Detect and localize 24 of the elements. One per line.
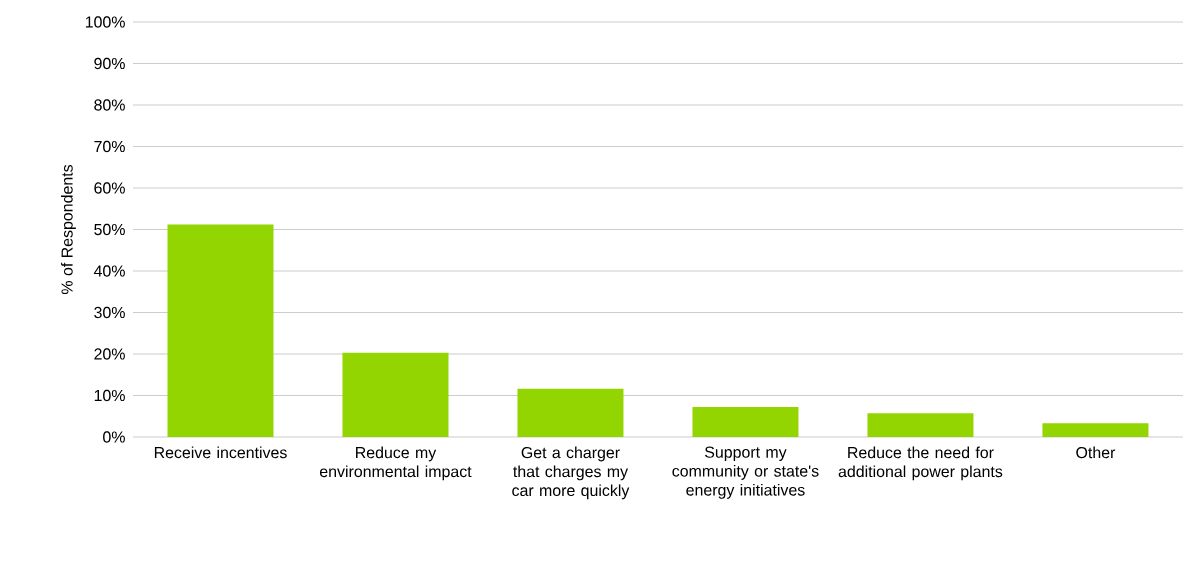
y-tick-label: 40%: [93, 265, 125, 277]
y-tick-label: 70%: [94, 140, 125, 153]
y-axis-title: % of Respondents: [61, 164, 76, 295]
x-tick-label: Reduce my environmental impact: [319, 446, 472, 481]
x-tick-label: Support my community or state's energy initiatives: [672, 446, 819, 499]
y-tick-label: 30%: [94, 306, 125, 319]
x-tick-label: Receive incentives: [154, 446, 287, 459]
y-tick-label: 80%: [94, 99, 125, 111]
y-tick-label: 100%: [85, 16, 125, 28]
y-tick-label: 20%: [94, 348, 125, 360]
y-tick-label: 90%: [94, 57, 125, 70]
x-tick-label: Get a charger that charges my car more quickly: [512, 446, 630, 500]
bar: [167, 224, 274, 437]
x-tick-label: Reduce the need for additional power plants: [838, 446, 1003, 481]
x-tick-label: Other: [1076, 446, 1116, 459]
bar: [342, 352, 449, 437]
bar: [867, 413, 974, 437]
y-tick-label: 50%: [94, 223, 125, 236]
y-tick-label: 10%: [94, 389, 125, 402]
bar: [517, 388, 624, 437]
bar: [692, 407, 799, 437]
y-tick-label: 60%: [94, 182, 125, 194]
y-tick-label: 0%: [103, 431, 125, 443]
bar: [1042, 423, 1149, 437]
